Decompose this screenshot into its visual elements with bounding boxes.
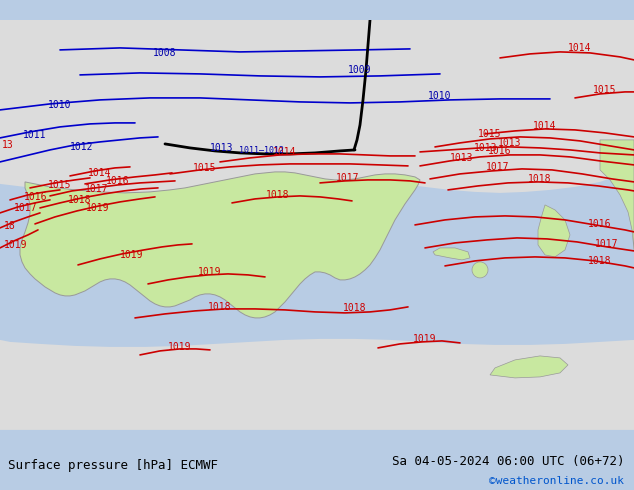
Text: 1014: 1014: [88, 168, 112, 178]
Text: 1017: 1017: [85, 184, 109, 194]
Polygon shape: [0, 20, 634, 193]
Text: 1014: 1014: [568, 43, 592, 53]
Text: 1019: 1019: [4, 240, 28, 250]
Text: 1017: 1017: [14, 203, 38, 213]
Text: 1017: 1017: [486, 162, 510, 172]
Text: 1011‒1012: 1011‒1012: [240, 147, 285, 155]
Polygon shape: [490, 356, 568, 378]
Text: 18: 18: [4, 221, 16, 231]
Text: 1019: 1019: [198, 267, 222, 277]
Text: 1015: 1015: [593, 85, 617, 95]
Text: 1015: 1015: [193, 163, 217, 173]
Text: 1013: 1013: [474, 143, 498, 153]
Text: 1016: 1016: [488, 146, 512, 156]
Text: 1016: 1016: [588, 219, 612, 229]
Polygon shape: [433, 248, 470, 260]
Text: 1012: 1012: [70, 142, 94, 152]
Text: 1015: 1015: [478, 129, 501, 139]
Text: 1015: 1015: [48, 180, 72, 190]
Text: 1019: 1019: [413, 334, 437, 344]
Text: 1017: 1017: [595, 239, 619, 249]
Text: 1016: 1016: [107, 176, 130, 186]
Text: 1018: 1018: [266, 190, 290, 200]
Text: 1011: 1011: [23, 130, 47, 140]
Polygon shape: [538, 205, 570, 257]
Text: 1019: 1019: [86, 203, 110, 213]
Polygon shape: [600, 140, 634, 250]
Text: Sa 04-05-2024 06:00 UTC (06+72): Sa 04-05-2024 06:00 UTC (06+72): [392, 455, 624, 468]
Text: 1009: 1009: [348, 65, 372, 75]
Text: 1008: 1008: [153, 48, 177, 58]
Polygon shape: [20, 172, 420, 318]
Text: 1010: 1010: [48, 100, 72, 110]
Text: 1018: 1018: [343, 303, 366, 313]
Text: 1016: 1016: [24, 192, 48, 202]
Text: 1018: 1018: [588, 256, 612, 266]
Text: 1019: 1019: [120, 250, 144, 260]
Text: Surface pressure [hPa] ECMWF: Surface pressure [hPa] ECMWF: [8, 460, 217, 472]
Circle shape: [472, 262, 488, 278]
Text: 1014: 1014: [273, 147, 297, 157]
Text: 1018: 1018: [528, 174, 552, 184]
Text: 1019: 1019: [168, 342, 191, 352]
Text: ©weatheronline.co.uk: ©weatheronline.co.uk: [489, 476, 624, 486]
Text: 1013: 1013: [210, 143, 234, 153]
Polygon shape: [0, 339, 634, 430]
Text: 1017: 1017: [336, 173, 359, 183]
Text: 1013: 1013: [498, 138, 522, 148]
Text: 1018: 1018: [68, 195, 92, 205]
Text: 1010: 1010: [428, 91, 452, 101]
Text: 1014: 1014: [533, 121, 557, 131]
Text: 13: 13: [2, 140, 14, 150]
Text: 1013: 1013: [450, 153, 474, 163]
Text: 1018: 1018: [208, 302, 232, 312]
